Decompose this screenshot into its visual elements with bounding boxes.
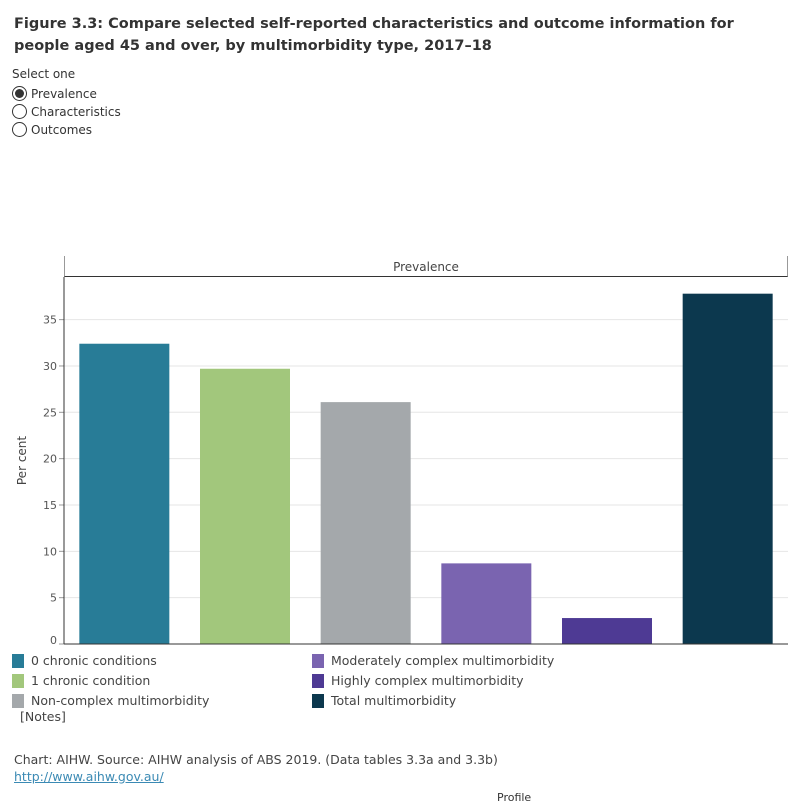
bar-chart: 0 5 10 15 20 25 30 35 Per cent — [15, 277, 788, 647]
bar-highly-complex-multimorbidity — [562, 618, 652, 644]
legend-item[interactable]: 0 chronic conditions — [12, 653, 157, 668]
selector-label: Select one — [12, 67, 76, 81]
legend-item[interactable]: Moderately complex multimorbidity — [312, 653, 554, 668]
legend-item[interactable]: Highly complex multimorbidity — [312, 673, 524, 688]
legend-item[interactable]: Non-complex multimorbidity — [12, 693, 209, 708]
legend-swatch — [12, 653, 24, 668]
y-tick-label: 15 — [43, 499, 57, 512]
legend-label: Non-complex multimorbidity — [31, 693, 210, 708]
bar-moderately-complex-multimorbidity — [441, 563, 532, 644]
radio-label: Characteristics — [31, 104, 121, 119]
legend-label: Highly complex multimorbidity — [331, 673, 524, 688]
radio-prevalence[interactable]: Prevalence — [12, 86, 97, 101]
radio-selected-icon — [12, 86, 27, 101]
y-tick-label: 5 — [50, 592, 57, 605]
legend-swatch — [312, 693, 324, 708]
figure-title: Figure 3.3: Compare selected self-report… — [14, 16, 734, 54]
y-tick-label: 10 — [43, 545, 57, 558]
bar-total-multimorbidity — [682, 293, 773, 644]
y-tick-label: 30 — [43, 360, 57, 373]
radio-empty-icon — [12, 104, 27, 119]
radio-label: Outcomes — [31, 122, 93, 137]
y-tick-label: 25 — [43, 406, 57, 419]
legend-label: 1 chronic condition — [31, 673, 151, 688]
panel-title: Prevalence — [64, 256, 788, 277]
radio-characteristics[interactable]: Characteristics — [12, 104, 121, 119]
radio-label: Prevalence — [31, 86, 97, 101]
radio-outcomes[interactable]: Outcomes — [12, 122, 92, 137]
aihw-link[interactable]: http://www.aihw.gov.au/ — [14, 769, 164, 784]
legend-item[interactable]: Total multimorbidity — [312, 693, 456, 708]
radio-empty-icon — [12, 122, 27, 137]
y-axis-title: Per cent — [15, 436, 29, 486]
notes-link[interactable]: [Notes] — [20, 709, 66, 724]
y-tick-label: 0 — [50, 634, 57, 647]
bar-non-complex-multimorbidity — [320, 402, 411, 644]
bar-1-chronic-condition — [200, 368, 290, 644]
legend-label: 0 chronic conditions — [31, 653, 157, 668]
legend-swatch — [12, 673, 24, 688]
legend-item[interactable]: 1 chronic condition — [12, 673, 150, 688]
legend-label: Total multimorbidity — [331, 693, 457, 708]
legend-swatch — [12, 693, 24, 708]
profile-label: Profile — [497, 791, 532, 804]
legend-label: Moderately complex multimorbidity — [331, 653, 555, 668]
bar-0-chronic-conditions — [79, 343, 170, 644]
source-text: Chart: AIHW. Source: AIHW analysis of AB… — [14, 752, 498, 767]
legend-swatch — [312, 653, 324, 668]
y-tick-label: 20 — [43, 453, 57, 466]
y-tick-label: 35 — [43, 314, 57, 327]
legend-swatch — [312, 673, 324, 688]
